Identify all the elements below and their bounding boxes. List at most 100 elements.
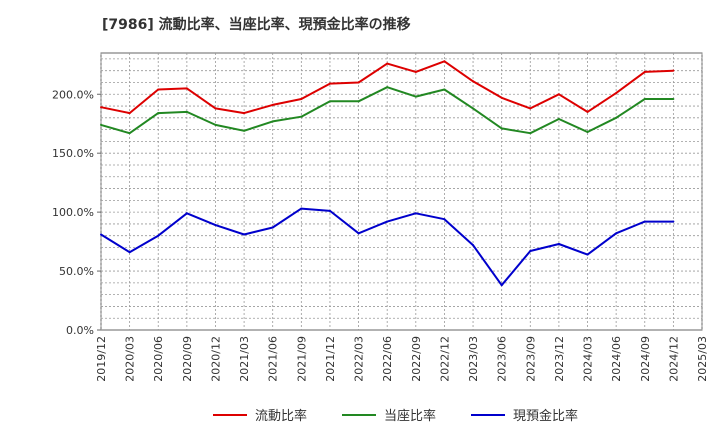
data-point <box>214 224 217 227</box>
data-point <box>271 103 274 106</box>
data-point <box>157 112 160 115</box>
data-point <box>586 253 589 256</box>
legend-label-1: 流動比率 <box>255 408 307 424</box>
axes: 2019/12 2020/03 2020/06 2020/09 2020/12 2021/… <box>52 88 709 381</box>
data-point <box>672 69 675 72</box>
x-tick-label: 2023/12 <box>553 336 566 382</box>
data-point <box>586 130 589 133</box>
x-tick-label: 2020/12 <box>209 336 222 382</box>
data-point <box>357 100 360 103</box>
data-point <box>128 251 131 254</box>
data-point <box>472 244 475 247</box>
data-point <box>500 284 503 287</box>
data-point <box>128 132 131 135</box>
data-point <box>357 81 360 84</box>
data-point <box>185 212 188 215</box>
series-lines <box>100 60 675 287</box>
y-tick-label: 200.0% <box>52 88 94 101</box>
data-point <box>357 232 360 235</box>
data-point <box>643 70 646 73</box>
data-point <box>100 106 102 109</box>
x-tick-label: 2019/12 <box>95 336 108 382</box>
data-point <box>386 86 389 89</box>
data-point <box>328 82 331 85</box>
data-point <box>414 95 417 98</box>
data-point <box>500 96 503 99</box>
data-point <box>300 97 303 100</box>
y-tick-label: 100.0% <box>52 206 94 219</box>
data-point <box>100 123 102 126</box>
x-tick-label: 2024/03 <box>582 336 595 382</box>
x-tick-label: 2024/09 <box>639 336 652 382</box>
y-tick-label: 0.0% <box>66 324 94 337</box>
x-tick-label: 2022/12 <box>438 336 451 382</box>
x-tick-label: 2020/06 <box>152 336 165 382</box>
data-point <box>529 132 532 135</box>
legend-label-3: 現預金比率 <box>513 408 578 424</box>
data-point <box>529 250 532 253</box>
data-point <box>100 233 102 236</box>
data-point <box>414 70 417 73</box>
data-point <box>443 88 446 91</box>
data-point <box>643 220 646 223</box>
data-point <box>557 118 560 121</box>
data-point <box>386 62 389 65</box>
data-point <box>243 233 246 236</box>
data-point <box>500 127 503 130</box>
grid <box>100 52 703 331</box>
data-point <box>643 97 646 100</box>
x-tick-label: 2020/09 <box>181 336 194 382</box>
legend: 流動比率 当座比率 現預金比率 <box>213 408 578 424</box>
data-point <box>185 110 188 113</box>
data-point <box>185 87 188 90</box>
data-point <box>443 60 446 63</box>
data-point <box>157 234 160 237</box>
data-point <box>328 209 331 212</box>
data-point <box>128 112 131 115</box>
x-tick-label: 2020/03 <box>124 336 137 382</box>
data-point <box>300 207 303 210</box>
data-point <box>615 232 618 235</box>
x-tick-label: 2021/06 <box>267 336 280 382</box>
x-tick-label: 2022/03 <box>353 336 366 382</box>
x-tick-label: 2023/06 <box>496 336 509 382</box>
data-point <box>443 218 446 221</box>
x-tick-label: 2023/09 <box>524 336 537 382</box>
data-point <box>672 220 675 223</box>
data-point <box>414 212 417 215</box>
data-point <box>328 100 331 103</box>
plot-area-border <box>100 52 703 331</box>
data-point <box>243 129 246 132</box>
data-point <box>243 112 246 115</box>
legend-label-2: 当座比率 <box>384 408 436 424</box>
data-point <box>214 107 217 110</box>
data-point <box>472 80 475 83</box>
data-point <box>386 220 389 223</box>
y-tick-label: 150.0% <box>52 147 94 160</box>
y-tick-label: 50.0% <box>59 265 94 278</box>
data-point <box>557 242 560 245</box>
data-point <box>472 107 475 110</box>
x-tick-label: 2025/03 <box>696 336 709 382</box>
data-point <box>300 115 303 118</box>
data-point <box>672 97 675 100</box>
data-point <box>214 123 217 126</box>
data-point <box>271 226 274 229</box>
x-tick-label: 2021/09 <box>295 336 308 382</box>
data-point <box>157 88 160 91</box>
x-tick-label: 2024/12 <box>667 336 680 382</box>
data-point <box>586 110 589 113</box>
data-point <box>615 92 618 95</box>
x-tick-label: 2021/03 <box>238 336 251 382</box>
x-tick-label: 2023/03 <box>467 336 480 382</box>
data-point <box>529 107 532 110</box>
x-tick-label: 2022/06 <box>381 336 394 382</box>
x-tick-label: 2022/09 <box>410 336 423 382</box>
x-tick-label: 2024/06 <box>610 336 623 382</box>
data-point <box>557 93 560 96</box>
data-point <box>615 116 618 119</box>
chart-title: [7986] 流動比率、当座比率、現預金比率の推移 <box>102 16 411 33</box>
data-point <box>271 120 274 123</box>
x-tick-label: 2021/12 <box>324 336 337 382</box>
